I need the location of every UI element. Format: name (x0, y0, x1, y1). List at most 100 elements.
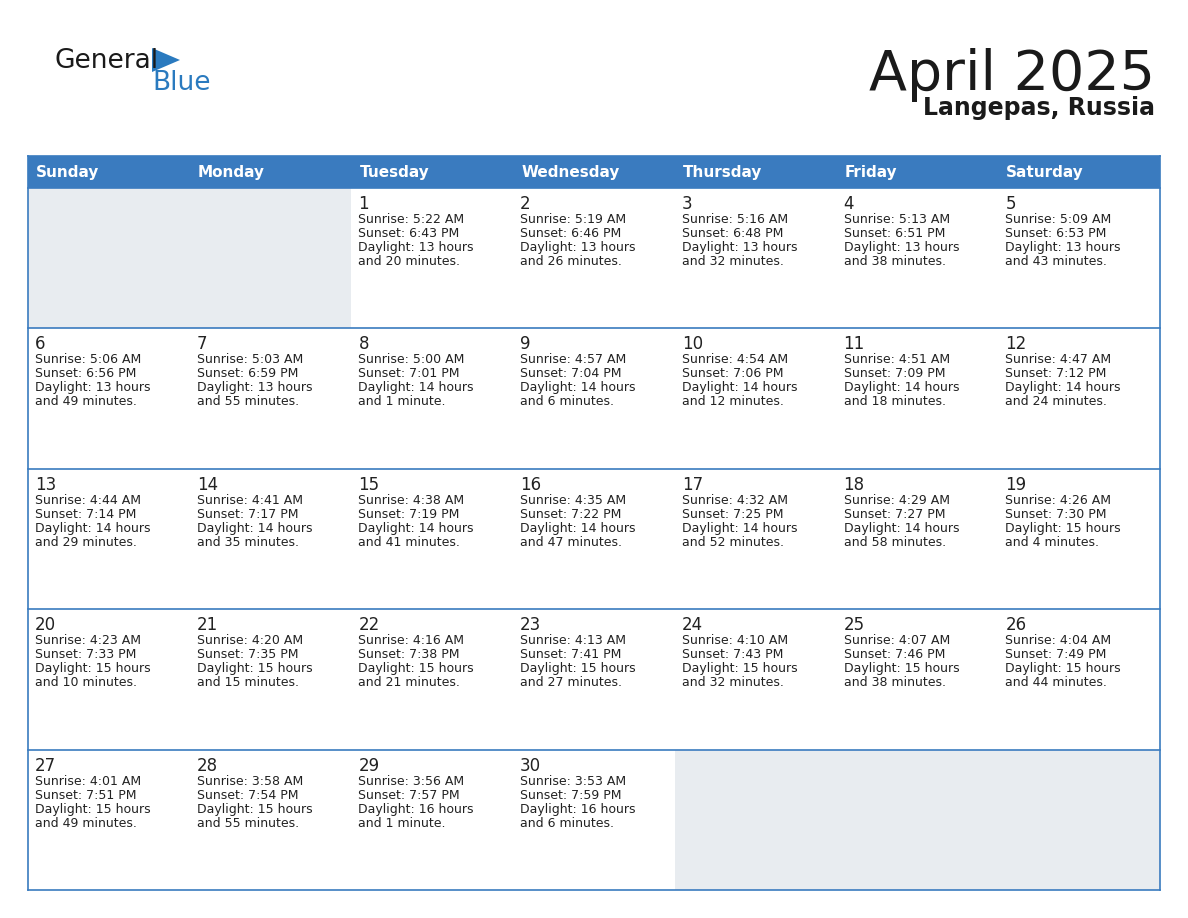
Text: Daylight: 14 hours: Daylight: 14 hours (197, 521, 312, 535)
Bar (352, 156, 513, 188)
Text: Daylight: 14 hours: Daylight: 14 hours (34, 521, 151, 535)
Bar (190, 469, 352, 610)
Text: Friday: Friday (845, 164, 897, 180)
Text: 12: 12 (1005, 335, 1026, 353)
Text: and 38 minutes.: and 38 minutes. (843, 677, 946, 689)
Text: Daylight: 15 hours: Daylight: 15 hours (34, 802, 151, 815)
Text: Sunrise: 5:03 AM: Sunrise: 5:03 AM (197, 353, 303, 366)
Text: 6: 6 (34, 335, 45, 353)
Text: Saturday: Saturday (1006, 164, 1083, 180)
Text: 19: 19 (1005, 476, 1026, 494)
Text: Sunrise: 4:04 AM: Sunrise: 4:04 AM (1005, 634, 1112, 647)
Text: Sunrise: 4:29 AM: Sunrise: 4:29 AM (843, 494, 949, 507)
Bar (998, 469, 1159, 610)
Text: Daylight: 13 hours: Daylight: 13 hours (843, 241, 959, 254)
Text: and 27 minutes.: and 27 minutes. (520, 677, 623, 689)
Text: 23: 23 (520, 616, 542, 634)
Text: Sunset: 7:33 PM: Sunset: 7:33 PM (34, 648, 137, 661)
Text: 26: 26 (1005, 616, 1026, 634)
Text: 10: 10 (682, 335, 703, 353)
Bar (675, 610, 836, 750)
Text: April 2025: April 2025 (868, 48, 1155, 102)
Text: 14: 14 (197, 476, 217, 494)
Bar (513, 469, 675, 610)
Bar (190, 610, 352, 750)
Text: Sunrise: 4:23 AM: Sunrise: 4:23 AM (34, 634, 141, 647)
Text: and 44 minutes.: and 44 minutes. (1005, 677, 1107, 689)
Text: and 38 minutes.: and 38 minutes. (843, 255, 946, 268)
Text: Sunrise: 5:00 AM: Sunrise: 5:00 AM (359, 353, 465, 366)
Text: Sunrise: 4:51 AM: Sunrise: 4:51 AM (843, 353, 949, 366)
Text: 22: 22 (359, 616, 380, 634)
Text: Sunset: 6:59 PM: Sunset: 6:59 PM (197, 367, 298, 380)
Text: Daylight: 15 hours: Daylight: 15 hours (1005, 662, 1121, 676)
Text: and 26 minutes.: and 26 minutes. (520, 255, 623, 268)
Text: Daylight: 15 hours: Daylight: 15 hours (197, 662, 312, 676)
Text: Sunset: 7:30 PM: Sunset: 7:30 PM (1005, 508, 1107, 521)
Bar (29, 469, 190, 610)
Bar (675, 188, 836, 329)
Text: Sunset: 7:17 PM: Sunset: 7:17 PM (197, 508, 298, 521)
Text: Daylight: 14 hours: Daylight: 14 hours (682, 521, 797, 535)
Text: Daylight: 14 hours: Daylight: 14 hours (359, 521, 474, 535)
Text: and 32 minutes.: and 32 minutes. (682, 255, 784, 268)
Text: Blue: Blue (152, 70, 210, 96)
Text: Sunset: 7:14 PM: Sunset: 7:14 PM (34, 508, 137, 521)
Text: Sunset: 6:48 PM: Sunset: 6:48 PM (682, 227, 783, 240)
Text: Daylight: 15 hours: Daylight: 15 hours (359, 662, 474, 676)
Bar (513, 610, 675, 750)
Bar (836, 610, 998, 750)
Text: Sunset: 7:04 PM: Sunset: 7:04 PM (520, 367, 621, 380)
Text: Daylight: 15 hours: Daylight: 15 hours (1005, 521, 1121, 535)
Text: Sunrise: 4:35 AM: Sunrise: 4:35 AM (520, 494, 626, 507)
Text: and 10 minutes.: and 10 minutes. (34, 677, 137, 689)
Bar (513, 156, 675, 188)
Bar (352, 610, 513, 750)
Text: and 18 minutes.: and 18 minutes. (843, 396, 946, 409)
Text: 11: 11 (843, 335, 865, 353)
Text: and 49 minutes.: and 49 minutes. (34, 817, 137, 830)
Bar (998, 156, 1159, 188)
Text: Daylight: 15 hours: Daylight: 15 hours (843, 662, 959, 676)
Text: 15: 15 (359, 476, 379, 494)
Text: Sunrise: 4:44 AM: Sunrise: 4:44 AM (34, 494, 141, 507)
Text: and 12 minutes.: and 12 minutes. (682, 396, 784, 409)
Text: and 1 minute.: and 1 minute. (359, 396, 446, 409)
Text: Sunrise: 4:10 AM: Sunrise: 4:10 AM (682, 634, 788, 647)
Text: Wednesday: Wednesday (522, 164, 619, 180)
Bar (352, 188, 513, 329)
Text: Daylight: 14 hours: Daylight: 14 hours (682, 381, 797, 395)
Text: and 32 minutes.: and 32 minutes. (682, 677, 784, 689)
Text: Sunset: 7:25 PM: Sunset: 7:25 PM (682, 508, 783, 521)
Bar (998, 750, 1159, 890)
Text: 3: 3 (682, 195, 693, 213)
Bar (513, 188, 675, 329)
Text: 7: 7 (197, 335, 207, 353)
Text: Sunset: 7:35 PM: Sunset: 7:35 PM (197, 648, 298, 661)
Text: Sunset: 7:46 PM: Sunset: 7:46 PM (843, 648, 944, 661)
Text: Daylight: 15 hours: Daylight: 15 hours (197, 802, 312, 815)
Text: 24: 24 (682, 616, 703, 634)
Bar (836, 469, 998, 610)
Text: Sunset: 7:27 PM: Sunset: 7:27 PM (843, 508, 946, 521)
Text: Sunset: 7:59 PM: Sunset: 7:59 PM (520, 789, 621, 801)
Text: Daylight: 16 hours: Daylight: 16 hours (359, 802, 474, 815)
Text: Sunrise: 5:13 AM: Sunrise: 5:13 AM (843, 213, 949, 226)
Text: and 15 minutes.: and 15 minutes. (197, 677, 298, 689)
Text: Daylight: 15 hours: Daylight: 15 hours (520, 662, 636, 676)
Text: Sunrise: 4:13 AM: Sunrise: 4:13 AM (520, 634, 626, 647)
Text: and 1 minute.: and 1 minute. (359, 817, 446, 830)
Text: Daylight: 14 hours: Daylight: 14 hours (1005, 381, 1120, 395)
Bar (29, 750, 190, 890)
Text: Sunrise: 4:41 AM: Sunrise: 4:41 AM (197, 494, 303, 507)
Text: 21: 21 (197, 616, 217, 634)
Text: Langepas, Russia: Langepas, Russia (923, 96, 1155, 120)
Text: Daylight: 14 hours: Daylight: 14 hours (520, 381, 636, 395)
Text: and 43 minutes.: and 43 minutes. (1005, 255, 1107, 268)
Text: Sunset: 7:54 PM: Sunset: 7:54 PM (197, 789, 298, 801)
Bar (29, 156, 190, 188)
Text: Sunrise: 3:58 AM: Sunrise: 3:58 AM (197, 775, 303, 788)
Text: Sunrise: 5:22 AM: Sunrise: 5:22 AM (359, 213, 465, 226)
Text: and 4 minutes.: and 4 minutes. (1005, 536, 1099, 549)
Text: Daylight: 13 hours: Daylight: 13 hours (520, 241, 636, 254)
